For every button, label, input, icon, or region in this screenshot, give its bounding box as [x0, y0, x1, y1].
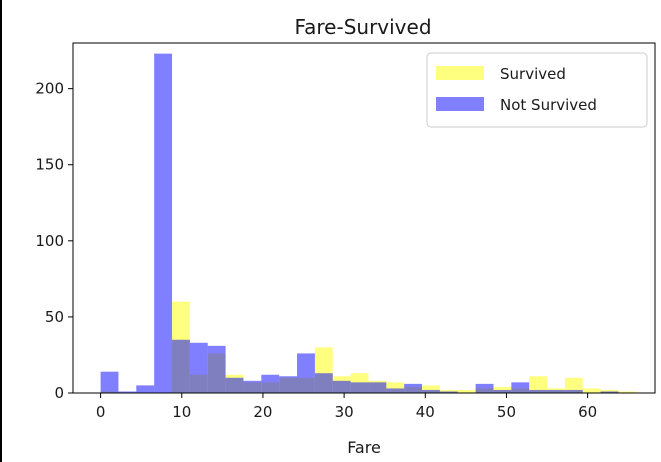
- legend-swatch-survived: [436, 66, 484, 80]
- x-tick-label: 40: [416, 403, 435, 421]
- not-survived-bar: [189, 342, 208, 393]
- survived-bar: [386, 382, 405, 393]
- x-tick-label: 20: [253, 403, 272, 421]
- survived-bar: [493, 386, 512, 393]
- not-survived-bar: [136, 385, 155, 393]
- chart-title: Fare-Survived: [294, 15, 431, 39]
- chart-legend: Survived Not Survived: [426, 52, 648, 128]
- legend-label-survived: Survived: [500, 65, 566, 83]
- y-tick-label: 100: [35, 232, 64, 250]
- not-survived-bar: [404, 383, 423, 393]
- not-survived-bar: [493, 389, 512, 393]
- not-survived-bar: [243, 380, 262, 393]
- not-survived-bar: [529, 389, 548, 393]
- survived-bar: [618, 391, 637, 393]
- survived-bar: [439, 389, 458, 393]
- not-survived-bars: [100, 53, 619, 394]
- x-axis-label: Fare: [347, 438, 381, 457]
- survived-bar: [529, 376, 548, 393]
- not-survived-bar: [297, 353, 315, 393]
- legend-swatch-not-survived: [436, 97, 484, 111]
- not-survived-bar: [314, 373, 333, 393]
- not-survived-bar: [547, 389, 565, 393]
- x-tick-label: 30: [335, 403, 354, 421]
- not-survived-bar: [386, 388, 405, 393]
- not-survived-bar: [118, 391, 137, 393]
- x-tick-label: 10: [172, 403, 191, 421]
- y-tick-label: 50: [45, 308, 64, 326]
- survived-bar: [564, 377, 583, 393]
- x-tick-label: 0: [96, 403, 106, 421]
- not-survived-bar: [225, 377, 244, 393]
- not-survived-bar: [350, 382, 369, 393]
- not-survived-bar: [564, 389, 583, 393]
- not-survived-bar: [332, 380, 351, 393]
- not-survived-bar: [511, 382, 530, 393]
- y-tick-label: 0: [54, 384, 64, 402]
- x-axis-ticks: 0 10 20 30 40 50 60: [96, 393, 597, 421]
- plot-area-frame: [72, 42, 656, 394]
- survived-bar: [582, 388, 601, 393]
- not-survived-bar: [172, 339, 190, 393]
- x-tick-label: 50: [497, 403, 516, 421]
- survived-bar: [600, 389, 619, 393]
- y-tick-label: 200: [35, 80, 64, 98]
- not-survived-bar: [100, 371, 119, 393]
- not-survived-bar: [600, 391, 619, 393]
- not-survived-bar: [368, 382, 387, 393]
- not-survived-bar: [475, 383, 494, 393]
- legend-label-not-survived: Not Survived: [500, 96, 597, 114]
- not-survived-bar: [422, 389, 440, 393]
- x-tick-label: 60: [578, 403, 597, 421]
- not-survived-bar: [154, 53, 173, 394]
- y-tick-label: 150: [35, 156, 64, 174]
- not-survived-bar: [207, 345, 226, 393]
- survived-bar: [457, 389, 476, 393]
- not-survived-bar: [279, 376, 298, 393]
- not-survived-bar: [261, 374, 280, 393]
- survived-bar: [422, 385, 440, 393]
- y-axis-ticks: 0 50 100 150 200: [35, 80, 73, 402]
- not-survived-bar: [439, 391, 458, 393]
